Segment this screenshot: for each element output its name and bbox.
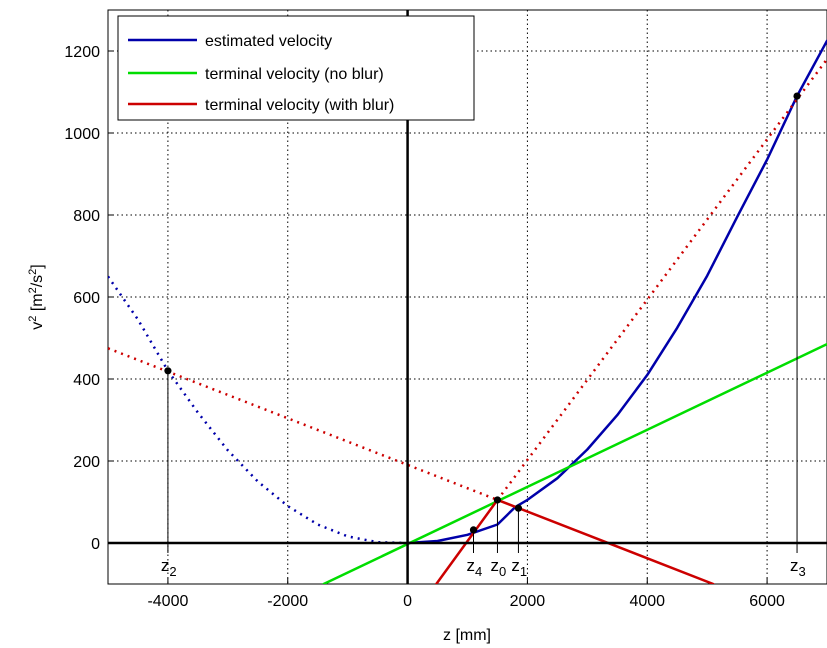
y-tick-label: 1000: [64, 126, 100, 143]
y-axis-label: v2 [m2/s2]: [27, 264, 46, 330]
y-axis-label-units-sup2: 2: [27, 269, 39, 275]
y-axis-label-units-prefix: [m: [29, 293, 46, 315]
point-marker-z3: [793, 92, 801, 100]
point-marker-z4: [469, 526, 478, 534]
y-tick-label: 200: [73, 454, 100, 471]
y-axis-label-units-sup1: 2: [27, 287, 39, 293]
y-tick-label: 400: [73, 372, 100, 389]
legend: estimated velocity terminal velocity (no…: [117, 15, 475, 121]
x-tick-label: 6000: [749, 593, 785, 610]
ticks: -4000 -2000 0 2000 4000 6000 0 200 400 600 800 1000…: [64, 44, 785, 610]
y-tick-label: 800: [73, 208, 100, 225]
x-tick-label: 0: [403, 593, 412, 610]
y-tick-label: 1200: [64, 44, 100, 61]
series-line-1: [108, 275, 408, 545]
x-tick-label: 4000: [629, 593, 665, 610]
x-tick-label: -2000: [267, 593, 308, 610]
point-marker-z0: [493, 496, 502, 504]
y-axis-label-units-mid: /s: [29, 275, 46, 287]
point-marker-z2: [164, 367, 172, 375]
y-axis-label-base: v: [29, 322, 46, 330]
x-tick-label: -4000: [147, 593, 188, 610]
legend-label-terminal-no-blur: terminal velocity (no blur): [205, 66, 384, 83]
legend-box: [117, 15, 475, 121]
y-tick-label: 600: [73, 290, 100, 307]
point-label-z4: z4: [466, 556, 482, 579]
legend-label-terminal-with-blur: terminal velocity (with blur): [205, 97, 394, 114]
point-label-z2: z2: [161, 556, 177, 579]
x-tick-label: 2000: [510, 593, 546, 610]
point-label-z1: z1: [511, 556, 527, 579]
x-axis-label: z [mm]: [443, 627, 491, 644]
point-label-z0: z0: [490, 556, 506, 579]
y-axis-label-units-suffix: ]: [29, 264, 46, 268]
series-line-6: [496, 58, 827, 501]
points-layer: z0 z1 z2 z3 z4: [161, 92, 806, 579]
y-tick-label: 0: [91, 536, 100, 553]
legend-label-estimated-velocity: estimated velocity: [205, 33, 332, 50]
y-axis-label-sup: 2: [27, 316, 39, 322]
point-marker-z1: [514, 504, 523, 512]
point-label-z3: z3: [790, 556, 806, 579]
series-line-0: [406, 39, 827, 545]
